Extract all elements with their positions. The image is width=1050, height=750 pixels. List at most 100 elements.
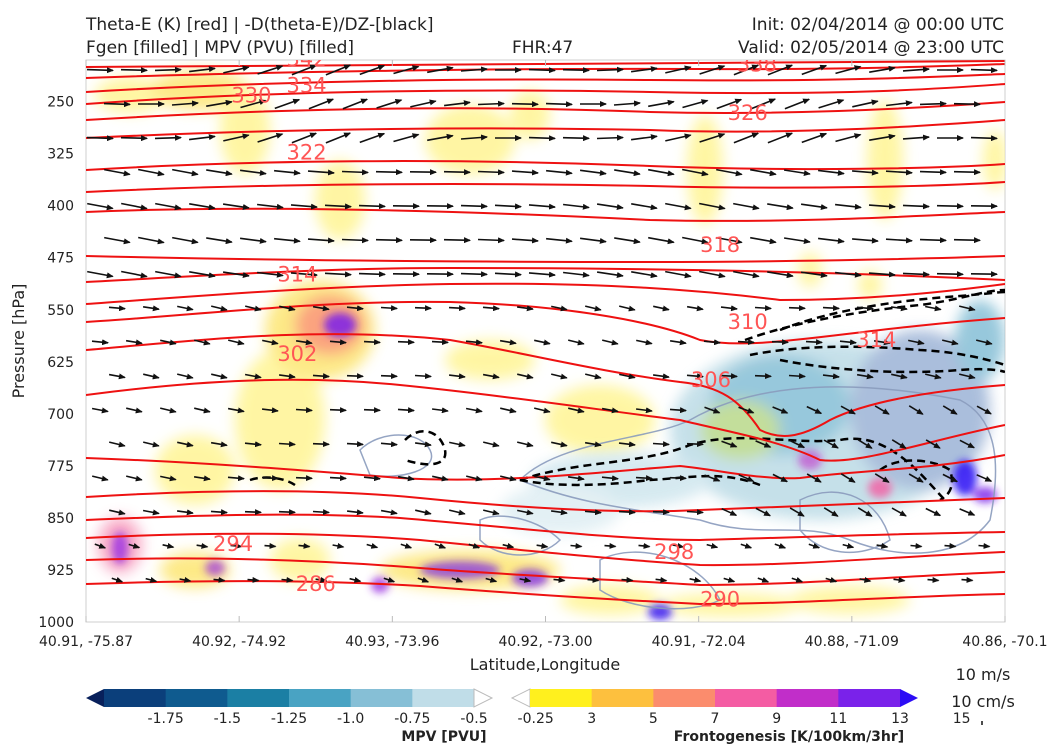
wind-vector [783,169,811,177]
wind-vector [477,169,505,176]
wind-vector [818,237,845,244]
x-tick-label: 40.91, -72.04 [652,634,746,650]
colorbar-segment [776,689,839,707]
wind-vector [805,339,823,346]
wind-vector [230,542,243,549]
wind-vector [919,100,947,107]
wind-vector [706,542,719,549]
wind-vector [341,169,369,176]
wind-vector [876,542,889,549]
colorbar-segment [715,689,778,707]
wind-vector [307,169,335,176]
wind-vector [511,237,539,244]
wind-vector [682,168,709,177]
wind-vector [227,475,245,482]
init-time: Init: 02/04/2014 @ 00:00 UTC [752,15,1004,35]
wind-vector [298,542,311,549]
wind-vector [618,441,636,448]
wind-vector [104,236,131,245]
colorbar-segment [412,689,475,707]
wind-vector [211,305,228,312]
wind-vector [772,406,789,414]
wind-vector [835,271,862,278]
theta-e-label: 326 [728,101,768,125]
wind-vector [211,373,228,380]
wind-vector [550,509,568,516]
wind-vector [584,509,602,516]
wind-vector [925,507,942,517]
wind-vector [852,237,879,244]
wind-vector [750,236,777,245]
wind-vector [206,99,233,107]
wind-vector [919,237,947,244]
colorbar-tick-label: -1.25 [271,711,307,727]
colorbar-tick-label: 5 [649,711,658,727]
wind-vector [128,542,141,549]
wind-vector [244,373,262,380]
wind-vector [138,236,165,245]
wind-vector [686,373,704,380]
wind-vector [784,98,811,110]
x-axis-label: Latitude,Longitude [470,655,621,674]
wind-vector [944,542,957,549]
wind-vector [772,473,788,483]
wind-vector [346,373,364,380]
wind-vector [189,66,216,73]
wind-vector [704,406,721,414]
wind-vector [358,203,386,210]
theta-e-label: 334 [287,73,327,97]
wind-vector [194,407,211,414]
wind-vector [563,203,590,210]
wind-vector [210,509,228,516]
wind-vector [635,407,653,414]
wind-vector [281,576,294,583]
wind-vector [953,101,981,108]
wind-vector [431,407,449,414]
wind-vector [631,203,658,211]
wind-vector [414,305,432,312]
wind-vector [177,441,194,448]
wind-vector [823,439,839,449]
wind-vector [721,440,738,448]
wind-vector [324,203,352,210]
wind-vector [579,169,607,176]
colorbar-segment [289,689,352,707]
wind-vector [733,202,760,211]
wind-vector [483,509,500,516]
wind-vector [621,576,634,583]
wind-vector [295,475,313,482]
wind-vector [120,67,148,74]
wind-vector [295,339,313,346]
wind-vector [400,543,413,549]
wind-vector [852,169,879,176]
wind-vector [699,132,726,143]
wind-vector [239,237,267,244]
wind-vector [87,202,114,211]
wind-vector [562,135,590,142]
wind-vector [86,135,114,142]
wind-vector [927,576,940,583]
wind-vector [579,237,607,244]
wind-vector [618,509,636,516]
wind-vector [247,576,260,583]
wind-vector [669,407,687,414]
wind-vector [716,236,743,245]
colorbar-tick-label: -1.5 [214,711,241,727]
frontogenesis-colorbar: 3 5 7 9 11 13 15 [510,688,971,727]
wind-vector [596,203,624,210]
wind-vector [257,132,284,143]
wind-vector [859,576,872,583]
wind-vector [359,132,386,144]
colorbar-segment [350,689,413,707]
wind-vector [194,339,211,346]
wind-vector [596,134,624,141]
wind-vector [669,475,687,482]
y-tick-label: 400 [47,199,74,215]
wind-vector [891,439,907,449]
wind-vector [448,305,466,312]
wind-vector [585,373,602,380]
wind-vector [596,66,624,73]
wind-vector [601,475,619,482]
wind-vector [682,99,709,109]
colorbar-tick-label: 13 [891,711,909,727]
